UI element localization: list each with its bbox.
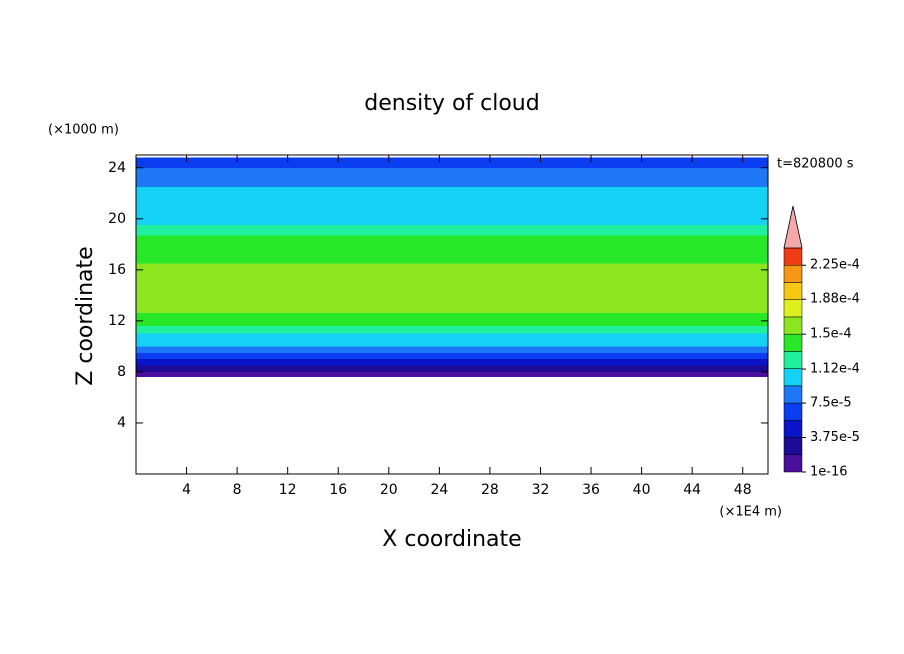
- y-tick-label: 20: [108, 211, 126, 227]
- colorbar-box: [783, 333, 803, 352]
- contour-band: [136, 325, 768, 334]
- colorbar-box: [783, 402, 803, 421]
- contour-band: [136, 157, 768, 168]
- x-tick-label: 28: [481, 482, 499, 498]
- colorbar-box: [783, 420, 803, 438]
- colorbar-label: 1.12e-4: [810, 362, 860, 377]
- y-tick-label: 16: [108, 262, 126, 278]
- x-tick-label: 48: [734, 482, 752, 498]
- contour-band: [136, 333, 768, 347]
- x-tick-label: 8: [233, 482, 242, 498]
- contour-band: [136, 186, 768, 226]
- contour-band: [136, 371, 768, 378]
- contour-band: [136, 235, 768, 264]
- x-tick-label: 4: [182, 482, 191, 498]
- plot-frame: [135, 154, 769, 475]
- colorbar-box: [783, 299, 803, 318]
- colorbar-box: [783, 316, 803, 335]
- contour-band: [136, 352, 768, 360]
- colorbar-label: 7.5e-5: [810, 396, 852, 411]
- y-tick-label: 8: [117, 364, 126, 380]
- colorbar-box: [783, 368, 803, 387]
- y-axis-label: Z coordinate: [73, 246, 98, 385]
- chart-title: density of cloud: [364, 91, 539, 116]
- colorbar-extend: [783, 205, 803, 249]
- colorbar-box: [783, 454, 803, 473]
- contour-band: [136, 263, 768, 314]
- colorbar-box: [783, 351, 803, 369]
- x-unit: (×1E4 m): [719, 505, 782, 520]
- x-tick-label: 40: [633, 482, 651, 498]
- x-tick-label: 32: [532, 482, 550, 498]
- x-tick-label: 44: [683, 482, 701, 498]
- x-tick-label: 16: [329, 482, 347, 498]
- contour-band: [136, 346, 768, 353]
- y-tick-label: 12: [108, 313, 126, 329]
- colorbar-label: 2.25e-4: [810, 258, 860, 273]
- y-tick-label: 4: [117, 415, 126, 431]
- contour-band: [136, 359, 768, 366]
- colorbar-box: [783, 437, 803, 456]
- colorbar-box: [783, 247, 803, 266]
- colorbar-label: 3.75e-5: [810, 430, 860, 445]
- colorbar-box: [783, 264, 803, 283]
- y-tick-label: 24: [108, 160, 126, 176]
- x-tick-label: 36: [582, 482, 600, 498]
- contour-band: [136, 167, 768, 187]
- y-unit: (×1000 m): [48, 123, 119, 138]
- x-axis-label: X coordinate: [382, 527, 521, 552]
- contour-band: [136, 365, 768, 372]
- contour-band: [136, 225, 768, 236]
- x-tick-label: 12: [279, 482, 297, 498]
- x-tick-label: 24: [430, 482, 448, 498]
- colorbar-box: [783, 385, 803, 404]
- contour-band: [136, 313, 768, 326]
- annotation: t=820800 s: [777, 157, 854, 172]
- x-tick-label: 20: [380, 482, 398, 498]
- colorbar-box: [783, 282, 803, 300]
- colorbar-label: 1e-16: [810, 465, 848, 480]
- colorbar-label: 1.88e-4: [810, 292, 860, 307]
- colorbar-label: 1.5e-4: [810, 327, 852, 342]
